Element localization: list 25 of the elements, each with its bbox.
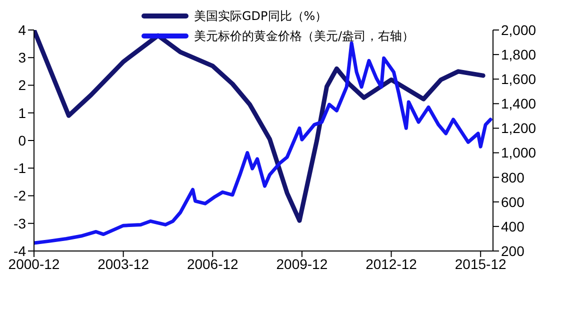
y2-tick-label: 600 (501, 194, 525, 210)
legend-label: 美国实际GDP同比（%） (194, 8, 328, 25)
x-tick-label: 2009-12 (276, 256, 328, 272)
y-tick-label: -3 (14, 215, 26, 232)
y2-tick-label: 1,000 (501, 144, 536, 161)
line-series (34, 41, 492, 245)
x-tick-label: 2012-12 (366, 256, 418, 272)
y2-tick-label: 1,200 (501, 120, 536, 136)
y-tick-label: 1 (18, 104, 26, 121)
y2-tick-label: 1,400 (501, 96, 536, 112)
legend-label: 美元标价的黄金价格（美元/盎司，右轴） (194, 28, 414, 45)
line-series (34, 30, 486, 223)
x-tick-label: 2003-12 (98, 256, 150, 272)
y2-tick-label: 800 (501, 169, 525, 186)
y2-tick-label: 2,000 (501, 22, 536, 38)
y2-tick-label: 400 (501, 218, 525, 234)
y-tick-label: 3 (18, 50, 26, 66)
y-tick-label: -1 (14, 160, 26, 176)
y2-tick-label: 1,600 (501, 71, 536, 88)
y-tick-label: -2 (14, 188, 26, 204)
y-tick-label: 4 (18, 22, 26, 38)
y-tick-label: 0 (18, 132, 26, 148)
y-tick-label: 2 (18, 77, 26, 94)
y2-tick-label: 1,800 (501, 46, 536, 63)
x-tick-label: 2006-12 (186, 256, 239, 272)
